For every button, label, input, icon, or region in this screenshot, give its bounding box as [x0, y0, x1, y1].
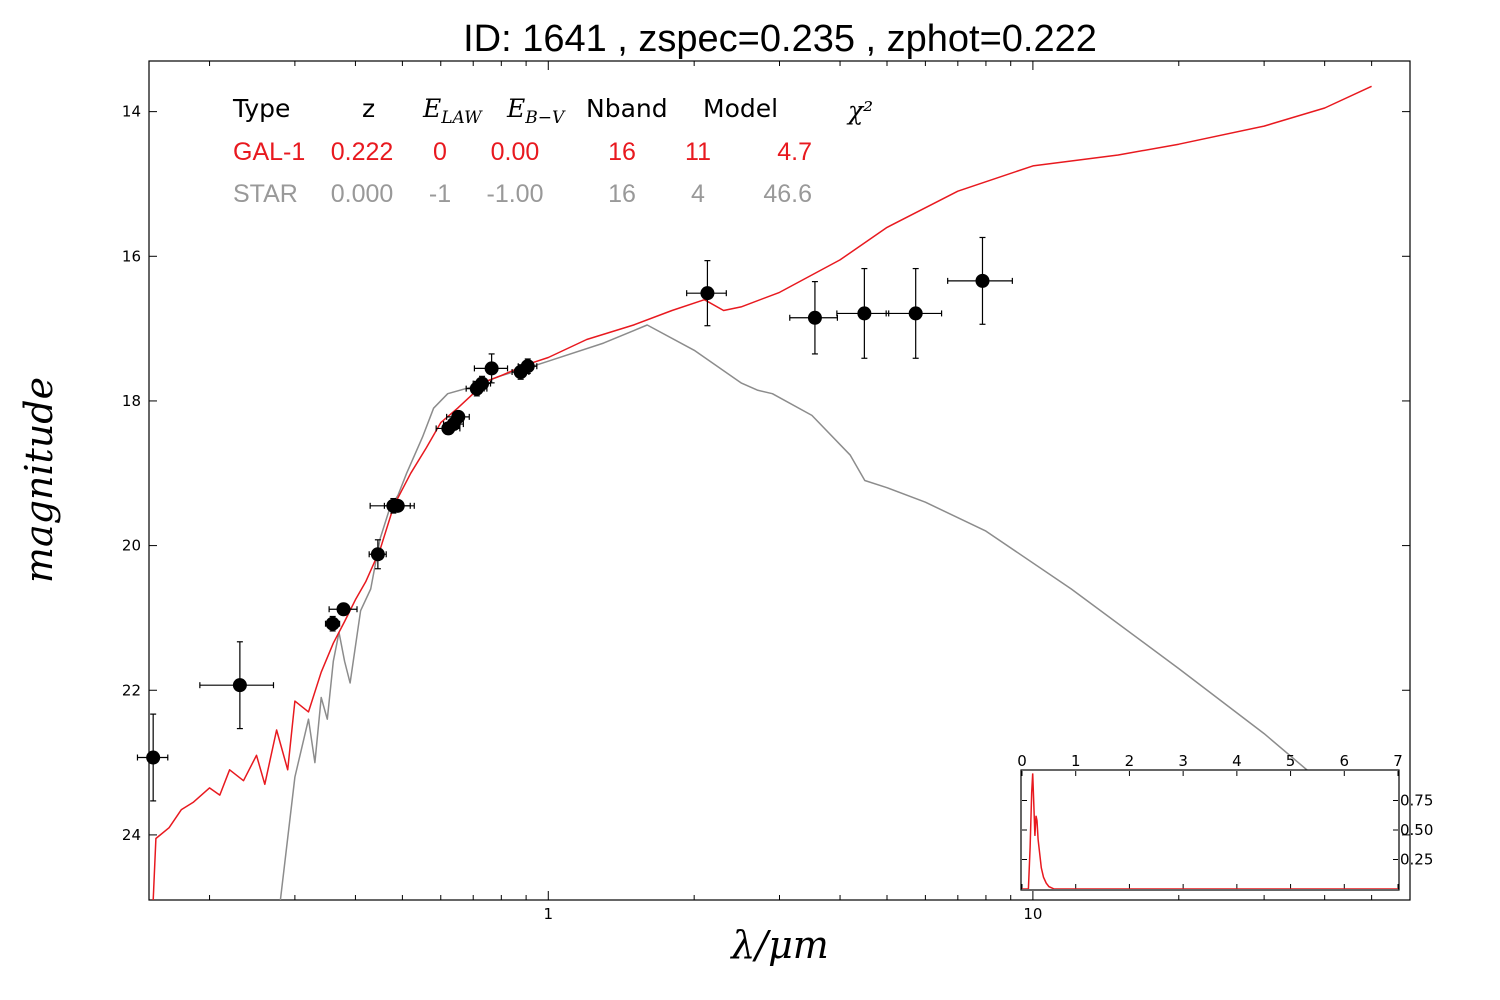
inset-y-tick-label: 0.25 — [1400, 851, 1433, 869]
table-cell-model: 4 — [691, 180, 705, 208]
observation — [472, 375, 492, 392]
x-tick-label: 10 — [1023, 905, 1042, 923]
observation — [836, 267, 890, 359]
inset-x-tick-label: 1 — [1071, 752, 1081, 770]
table-cell-type: GAL-1 — [233, 138, 305, 166]
inset-x-tick-label: 4 — [1232, 752, 1242, 770]
observation — [328, 602, 358, 617]
table-header-type: Type — [232, 94, 290, 123]
table-header-z: z — [362, 94, 375, 123]
inset-x-tick-label: 0 — [1017, 752, 1027, 770]
axis-ticks — [149, 61, 1411, 900]
data-point — [475, 376, 490, 391]
x-tick-label: 1 — [544, 905, 554, 923]
y-tick-label: 24 — [122, 826, 141, 844]
table-cell-z: 0.222 — [331, 138, 394, 166]
table-cell-type: STAR — [233, 180, 298, 208]
table-header-model: Model — [703, 94, 778, 123]
inset-chart: 0 1 2 3 4 5 6 7 0.25 0.50 0.75 — [1017, 752, 1433, 891]
data-point — [700, 286, 715, 301]
inset-x-tick-label: 7 — [1393, 752, 1403, 770]
table-cell-z: 0.000 — [331, 180, 394, 208]
inset-frame — [1020, 769, 1400, 891]
table-cell-chi2: 4.7 — [777, 138, 812, 166]
table-cell-model: 11 — [685, 138, 711, 166]
data-point — [451, 409, 466, 424]
observations-layer — [136, 236, 1013, 802]
series-line-gal-1 — [152, 85, 1372, 900]
observation — [136, 713, 169, 802]
data-point — [370, 547, 385, 562]
table-cell-nband: 16 — [608, 138, 636, 166]
data-point — [807, 310, 822, 325]
observation — [324, 615, 341, 632]
data-point — [325, 616, 340, 631]
x-tick-labels: 1 10 — [544, 905, 1043, 923]
table-cell-nband: 16 — [608, 180, 636, 208]
y-tick-label: 18 — [122, 392, 141, 410]
data-point — [232, 678, 247, 693]
table-cell-e_bv: -1.00 — [487, 180, 544, 208]
table-header-chi2: χ² — [846, 96, 873, 125]
observation — [517, 358, 538, 375]
observation — [789, 280, 838, 355]
data-point — [908, 306, 923, 321]
x-axis-label: λ/μm — [729, 923, 829, 967]
data-point — [484, 361, 499, 376]
table-cell-e_law: 0 — [433, 138, 447, 166]
table-row: GAL-1 0.222 0 0.00 16 11 4.7 — [233, 138, 812, 166]
y-tick-labels: 14 16 18 20 22 24 — [122, 103, 141, 844]
data-point — [336, 602, 351, 617]
observation — [446, 409, 470, 424]
data-point — [975, 273, 990, 288]
chart-title: ID: 1641 , zspec=0.235 , zphot=0.222 — [463, 18, 1097, 60]
inset-x-tick-label: 5 — [1286, 752, 1296, 770]
observation — [368, 539, 387, 570]
y-tick-label: 16 — [122, 247, 141, 265]
observation — [383, 498, 411, 513]
data-point — [520, 359, 535, 374]
inset-pdf-line — [1022, 773, 1398, 889]
table-cell-e_law: -1 — [429, 180, 451, 208]
y-axis-label: magnitude — [17, 377, 61, 583]
y-tick-label: 20 — [122, 537, 141, 555]
inset-y-tick-label: 0.75 — [1400, 792, 1433, 810]
table-cell-e_bv: 0.00 — [491, 138, 540, 166]
inset-x-tick-label: 3 — [1178, 752, 1188, 770]
table-cell-chi2: 46.6 — [763, 180, 812, 208]
table-row: STAR 0.000 -1 -1.00 16 4 46.6 — [233, 180, 812, 208]
data-point — [146, 750, 161, 765]
observation — [199, 641, 275, 730]
observation — [885, 267, 943, 359]
data-point — [390, 498, 405, 513]
inset-y-tick-label: 0.50 — [1400, 821, 1433, 839]
y-tick-label: 22 — [122, 681, 141, 699]
observation — [947, 236, 1013, 325]
table-header-e-bv: EB−V — [506, 94, 566, 128]
inset-x-tick-label: 2 — [1125, 752, 1135, 770]
inset-x-tick-label: 6 — [1340, 752, 1350, 770]
table-header-nband: Nband — [586, 94, 668, 123]
fit-table: Type z ELAW EB−V Nband Model χ² GAL-1 0.2… — [232, 94, 873, 208]
y-tick-label: 14 — [122, 103, 141, 121]
observation — [686, 260, 727, 327]
data-point — [857, 306, 872, 321]
observation — [473, 353, 509, 384]
table-header-e-law: ELAW — [422, 94, 483, 128]
